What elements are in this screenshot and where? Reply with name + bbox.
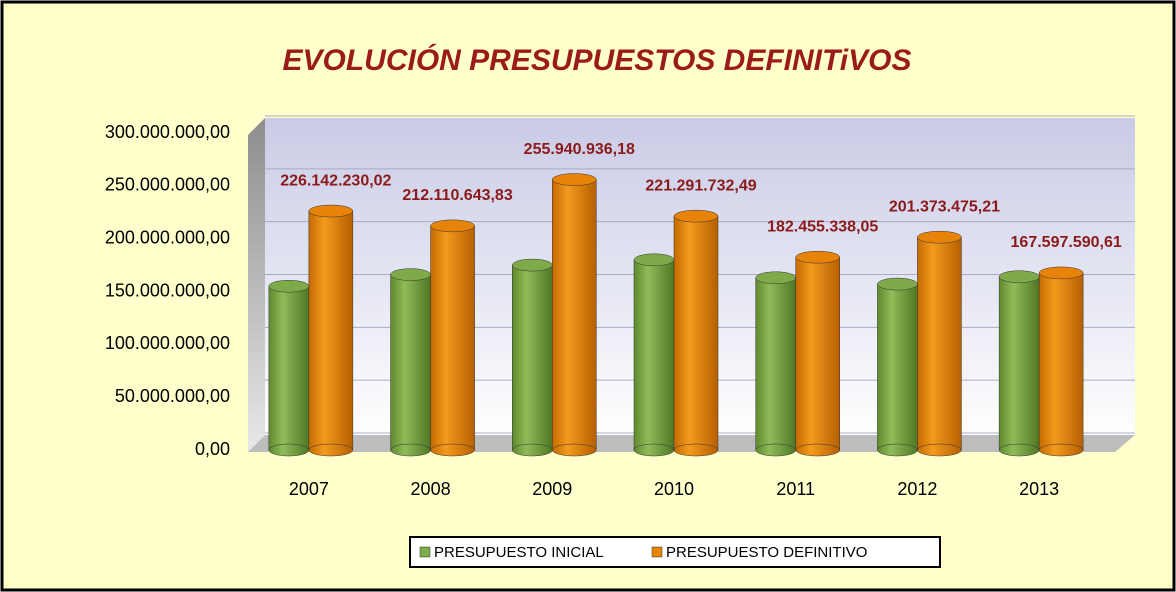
bar-top (755, 271, 796, 285)
value-label: 221.291.732,49 (645, 177, 756, 194)
y-tick-label: 300.000.000,00 (105, 122, 230, 142)
value-label: 182.455.338,05 (767, 218, 878, 235)
legend-label: PRESUPUESTO DEFINITIVO (666, 544, 867, 561)
x-tick-label: 2008 (411, 479, 451, 499)
bar (512, 264, 553, 451)
bar (308, 210, 354, 451)
bar (268, 285, 310, 451)
y-tick-label: 100.000.000,00 (105, 333, 230, 353)
x-tick-label: 2007 (289, 479, 329, 499)
bar-base (552, 443, 597, 457)
y-tick-label: 50.000.000,00 (115, 386, 230, 406)
bar (552, 179, 597, 451)
value-label: 167.597.590,61 (1011, 234, 1122, 251)
value-label: 226.142.230,02 (280, 172, 391, 189)
side-wall (248, 118, 265, 452)
bar-base (633, 443, 675, 457)
bar-top (877, 277, 918, 291)
bar-top (633, 253, 675, 267)
bar (1038, 272, 1084, 451)
x-tick-label: 2010 (654, 479, 694, 499)
bar-base (268, 443, 310, 457)
legend-label: PRESUPUESTO INICIAL (434, 544, 604, 561)
value-label: 212.110.643,83 (402, 187, 512, 204)
bar (877, 283, 918, 451)
bar-base (998, 443, 1040, 457)
bar-base (795, 443, 840, 457)
y-tick-label: 200.000.000,00 (105, 227, 230, 247)
bar-base (430, 443, 475, 457)
bar (430, 225, 475, 451)
bar-top (308, 204, 354, 218)
value-label: 201.373.475,21 (889, 198, 1000, 215)
bar-base (877, 443, 918, 457)
legend: PRESUPUESTO INICIAL PRESUPUESTO DEFINITIV… (409, 536, 941, 568)
bar (633, 259, 675, 451)
bar-top (1038, 266, 1084, 280)
legend-box (409, 536, 941, 568)
bar (390, 274, 431, 451)
x-tick-label: 2009 (532, 479, 572, 499)
bar-base (308, 443, 354, 457)
bar-base (755, 443, 796, 457)
legend-swatch (651, 546, 663, 558)
bar-top (390, 268, 431, 281)
x-tick-label: 2012 (897, 479, 937, 499)
bar-base (673, 443, 719, 457)
bar-top (795, 250, 840, 264)
bar-top (917, 230, 962, 244)
bar (795, 256, 840, 451)
bar (998, 276, 1040, 451)
x-tick-label: 2013 (1019, 479, 1059, 499)
y-tick-label: 250.000.000,00 (105, 175, 230, 195)
chart-title: EVOLUCIÓN PRESUPUESTOS DEFINITiVOS (282, 43, 911, 77)
bar (755, 277, 796, 451)
bar-top (430, 219, 475, 233)
y-tick-label: 150.000.000,00 (105, 280, 230, 300)
x-tick-label: 2011 (776, 479, 815, 499)
value-label: 255.940.936,18 (524, 141, 635, 158)
bar-base (512, 443, 553, 457)
bar (673, 215, 719, 451)
bar-top (268, 279, 310, 293)
y-tick-label: 0,00 (195, 439, 230, 459)
bar (917, 236, 962, 451)
bar-top (673, 209, 719, 223)
bar-base (1038, 443, 1084, 457)
bar-base (390, 443, 431, 457)
bar-top (998, 270, 1040, 283)
legend-swatch (419, 546, 431, 558)
bar-base (917, 443, 962, 457)
bar-top (512, 258, 553, 272)
bar-top (552, 173, 597, 186)
